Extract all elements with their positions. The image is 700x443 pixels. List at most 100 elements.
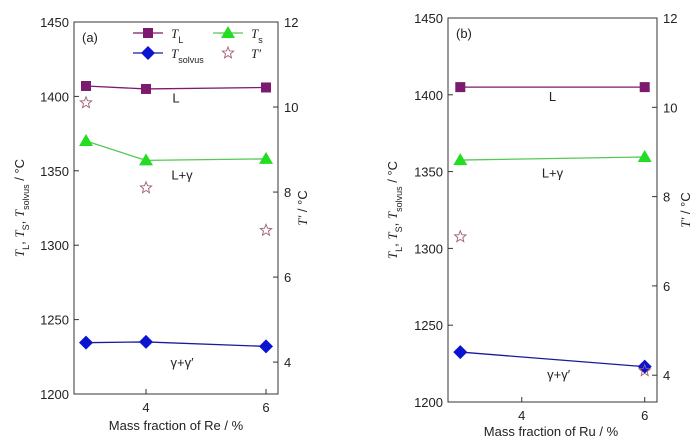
data-point-triangle	[79, 134, 93, 147]
y-left-tick-label: 1450	[40, 15, 69, 30]
y-right-tick-label: 8	[284, 185, 291, 200]
label-part: ,	[12, 217, 27, 224]
phase-annotation: γ+γ′	[170, 355, 194, 370]
y-left-tick-label: 1300	[40, 238, 69, 253]
series-line	[460, 351, 645, 368]
x-tick-label: 6	[262, 400, 269, 415]
y-right-tick-label: 4	[284, 355, 291, 370]
label-part: T′	[678, 218, 693, 228]
series-tl	[81, 80, 271, 94]
legend-subscript: s	[258, 35, 263, 45]
label-part: T	[12, 230, 27, 238]
data-point-diamond	[453, 345, 468, 360]
label-part: / °C	[385, 161, 400, 186]
y-left-axis-label: TL, TS, Tsolvus / °C	[12, 159, 31, 257]
y-left-tick-label: 1400	[40, 89, 69, 104]
phase-annotation: L	[172, 90, 179, 105]
panel-b: 1200 1250 1300 1350 1400 1450 4 6 8 10 12 4 6 Mass fr…	[385, 11, 693, 439]
y-left-tick-label: 1250	[40, 313, 69, 328]
data-point-diamond	[259, 339, 273, 354]
series-line	[85, 341, 267, 348]
legend-subscript: L	[178, 35, 183, 45]
series-t	[453, 229, 652, 377]
legend-symbol: T	[251, 26, 259, 41]
x-axis-label: Mass fraction of Ru / %	[484, 424, 619, 439]
legend-symbol: T′	[251, 46, 261, 61]
label-part: / °C	[295, 190, 310, 215]
data-point-diamond	[637, 359, 652, 374]
legend-label: TL	[171, 26, 183, 45]
legend-marker-square	[143, 28, 153, 38]
y-right-axis-label: T′ / °C	[295, 190, 310, 226]
legend-symbol: T	[171, 46, 179, 61]
x-axis-label: Mass fraction of Re / %	[109, 418, 244, 433]
label-part: T	[385, 232, 400, 240]
phase-annotation: L	[549, 89, 556, 104]
panel-label: (b)	[456, 26, 472, 41]
legend-label: Ts	[251, 26, 263, 45]
label-part: solvus	[394, 186, 404, 212]
data-point-square	[141, 83, 151, 94]
y-left-tick-label: 1350	[414, 165, 443, 180]
data-point-diamond	[139, 334, 153, 349]
data-point-triangle	[637, 150, 652, 163]
series-tl	[455, 82, 650, 93]
y-right-tick-label: 6	[663, 279, 670, 294]
data-point-square	[455, 82, 466, 93]
label-part: S	[21, 224, 31, 230]
y-right-axis-label: T′ / °C	[678, 192, 693, 228]
label-part: L	[394, 247, 404, 252]
label-part: T	[385, 251, 400, 259]
plot-frame	[447, 17, 658, 403]
series-line	[85, 85, 267, 90]
data-point-triangle	[259, 151, 273, 164]
label-part: / °C	[12, 159, 27, 184]
y-left-axis-label: TL, TS, Tsolvus / °C	[385, 161, 404, 259]
label-part: S	[394, 226, 404, 232]
y-left-tick-label: 1200	[40, 387, 69, 402]
y-right-tick-label: 4	[663, 368, 670, 383]
series-line	[460, 156, 645, 161]
legend-marker-star	[221, 45, 235, 59]
y-right-tick-label: 10	[663, 100, 677, 115]
phase-annotation: L+γ	[542, 166, 564, 181]
data-point-star	[139, 180, 153, 194]
y-right-tick-label: 12	[663, 11, 677, 26]
data-point-star	[79, 95, 93, 109]
data-point-triangle	[453, 153, 468, 166]
phase-annotation: γ+γ′	[547, 367, 571, 382]
phase-annotation: L+γ	[171, 168, 193, 183]
y-left-tick-label: 1200	[414, 395, 443, 410]
label-part: ,	[385, 240, 400, 247]
legend-label: T′	[251, 46, 261, 61]
label-part: solvus	[21, 184, 31, 210]
y-right-tick-label: 6	[284, 270, 291, 285]
panel-label: (a)	[82, 30, 98, 45]
legend-label: Tsolvus	[171, 46, 204, 65]
data-point-diamond	[79, 335, 93, 350]
data-point-star	[637, 363, 652, 377]
y-left-tick-label: 1450	[414, 11, 443, 26]
series-ts	[79, 134, 273, 166]
data-point-square	[81, 80, 91, 91]
label-part: T	[385, 211, 400, 219]
y-left-tick-label: 1400	[414, 88, 443, 103]
label-part: L	[21, 245, 31, 250]
y-right-tick-label: 12	[284, 15, 298, 30]
label-part: T	[12, 209, 27, 217]
label-part: / °C	[678, 192, 693, 217]
plot-frame	[73, 21, 279, 395]
series-t	[79, 95, 273, 237]
legend-subscript: solvus	[178, 55, 204, 65]
series-tsolvus	[79, 334, 273, 354]
x-tick-label: 4	[518, 408, 525, 423]
y-left-tick-label: 1350	[40, 164, 69, 179]
data-point-square	[639, 82, 650, 93]
label-part: ,	[12, 238, 27, 245]
data-point-star	[453, 229, 468, 243]
data-point-triangle	[139, 153, 153, 166]
panel-a: 1200 1250 1300 1350 1400 1450 4 6 8 10 12 4 6 Mass fr…	[12, 15, 310, 433]
data-point-square	[261, 82, 271, 93]
